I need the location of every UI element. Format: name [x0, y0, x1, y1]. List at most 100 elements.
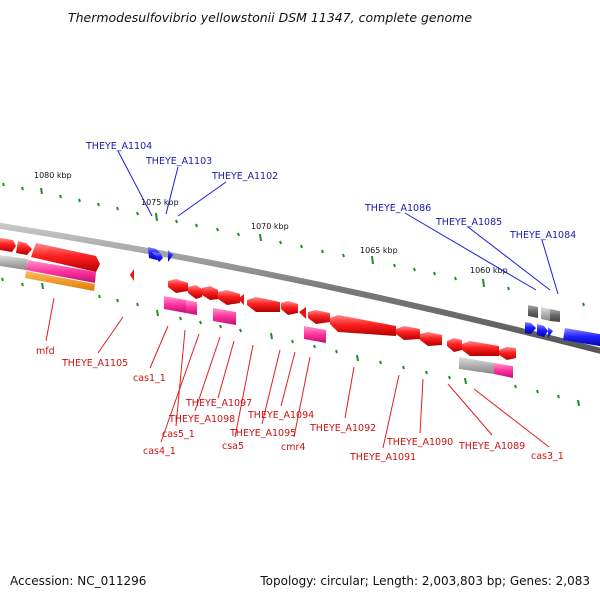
tick-mark	[413, 267, 416, 272]
gene-arrow-reverse[interactable]	[130, 269, 134, 281]
gene-arrow-reverse[interactable]	[462, 341, 499, 356]
tick-mark	[21, 186, 24, 191]
scale-ticks-inner	[1, 277, 580, 407]
leader-line	[344, 366, 355, 419]
gene-arrow[interactable]	[31, 243, 100, 272]
tick-mark	[433, 271, 436, 276]
leader-line	[541, 239, 559, 295]
rna-gene[interactable]	[186, 300, 197, 315]
tick-mark	[514, 384, 517, 389]
gene-label-theye-a1098[interactable]: THEYE_A1098	[168, 414, 235, 425]
gene-arrow-forward[interactable]	[152, 252, 163, 262]
gene-label-theye-a1090[interactable]: THEYE_A1090	[386, 437, 453, 448]
gene-label-theye-a1094[interactable]: THEYE_A1094	[247, 410, 314, 421]
gene-label-theye-a1104[interactable]: THEYE_A1104	[85, 141, 152, 152]
leader-line	[117, 150, 153, 217]
tick-mark	[199, 320, 202, 325]
tick-mark-major	[41, 282, 44, 290]
tick-mark	[136, 302, 139, 307]
gene-arrow-reverse[interactable]	[299, 307, 306, 319]
leader-line	[160, 333, 200, 443]
gene-arrow-forward[interactable]	[525, 322, 536, 334]
pseudo-gene[interactable]	[0, 255, 28, 270]
gene-arrow-reverse[interactable]	[308, 310, 330, 324]
gene-label-theye-a1095[interactable]: THEYE_A1095	[229, 428, 296, 439]
tick-mark	[342, 253, 345, 258]
tick-mark	[116, 206, 119, 211]
rna-gene[interactable]	[494, 363, 513, 378]
gene-label-theye-a1092[interactable]: THEYE_A1092	[309, 423, 376, 434]
pseudo-gene[interactable]	[528, 305, 538, 318]
tick-mark	[136, 211, 139, 216]
tick-mark	[448, 375, 451, 380]
gene-arrow-forward[interactable]	[563, 328, 600, 347]
gene-label-cmr4[interactable]: cmr4	[281, 442, 305, 453]
tick-mark	[321, 249, 324, 254]
gene-label-cas3-1[interactable]: cas3_1	[531, 451, 564, 462]
rna-gene[interactable]	[304, 326, 326, 343]
gene-arrow-reverse[interactable]	[420, 332, 442, 346]
gene-label-theye-a1089[interactable]: THEYE_A1089	[458, 441, 525, 452]
gene-label-theye-a1103[interactable]: THEYE_A1103	[145, 156, 212, 167]
tick-mark	[313, 344, 316, 349]
pseudo-gene[interactable]	[550, 309, 560, 322]
tick-mark	[179, 316, 182, 321]
gene-label-cas4-1[interactable]: cas4_1	[143, 446, 176, 457]
genome-backbone	[0, 222, 600, 354]
pseudo-gene[interactable]	[459, 357, 494, 374]
tick-mark	[454, 276, 457, 281]
gene-label-theye-a1102[interactable]: THEYE_A1102	[211, 171, 278, 182]
gene-label-mfd[interactable]: mfd	[36, 346, 55, 357]
gene-label-theye-a1105[interactable]: THEYE_A1105	[61, 358, 128, 369]
leader-line	[217, 340, 235, 399]
gene-arrow-reverse[interactable]	[281, 301, 298, 315]
gene-label-theye-a1084[interactable]: THEYE_A1084	[509, 230, 576, 241]
gene-arrow-reverse[interactable]	[330, 315, 396, 336]
tick-mark	[536, 389, 539, 394]
tick-mark-major	[356, 354, 359, 362]
tick-mark	[557, 394, 560, 399]
pseudo-gene[interactable]	[541, 307, 550, 321]
gene-label-csa5[interactable]: csa5	[222, 441, 244, 452]
gene-arrow-reverse[interactable]	[188, 285, 202, 299]
gene-arrow-reverse[interactable]	[238, 294, 244, 305]
gene-arrow-forward[interactable]	[548, 327, 553, 338]
leader-line	[293, 356, 311, 438]
gene-arrow-reverse[interactable]	[168, 279, 188, 293]
gene-arrow-forward[interactable]	[168, 250, 173, 262]
tick-mark	[291, 339, 294, 344]
gene-label-theye-a1091[interactable]: THEYE_A1091	[349, 452, 416, 463]
gene-label-theye-a1097[interactable]: THEYE_A1097	[185, 398, 252, 409]
gene-arrow-reverse[interactable]	[396, 326, 420, 340]
rna-gene[interactable]	[26, 260, 96, 283]
tick-mark-major	[577, 399, 580, 407]
tick-mark	[582, 302, 585, 307]
reverse-leader-lines	[45, 297, 550, 449]
gene-label-theye-a1085[interactable]: THEYE_A1085	[435, 217, 502, 228]
kbp-label-1075: 1075 kbp	[141, 198, 179, 207]
gene-arrow-reverse[interactable]	[447, 338, 462, 352]
rna-gene[interactable]	[164, 296, 186, 313]
rna-gene[interactable]	[25, 271, 95, 291]
gene-arrow-forward[interactable]	[537, 324, 548, 337]
gene-label-cas5-1[interactable]: cas5_1	[162, 429, 195, 440]
gene-arrow[interactable]	[16, 241, 32, 255]
gene-arrow-reverse[interactable]	[499, 347, 516, 360]
tick-mark	[1, 277, 4, 282]
leader-line	[175, 329, 186, 427]
gene-arrow-reverse[interactable]	[202, 286, 218, 300]
rna-gene[interactable]	[213, 308, 236, 325]
tick-mark	[21, 282, 24, 287]
leader-line	[382, 374, 400, 449]
right-cluster-genes	[525, 305, 600, 347]
gene-arrow[interactable]	[0, 238, 16, 252]
leader-line	[149, 325, 169, 369]
tick-mark	[175, 219, 178, 224]
gene-arrow-reverse[interactable]	[218, 290, 240, 305]
gene-arrow-reverse[interactable]	[247, 297, 280, 312]
tick-mark-major	[482, 278, 485, 288]
gene-label-cas1-1[interactable]: cas1_1	[133, 373, 166, 384]
gene-label-theye-a1086[interactable]: THEYE_A1086	[364, 203, 431, 214]
scale-ticks-outer	[2, 182, 585, 307]
tick-mark	[116, 298, 119, 303]
